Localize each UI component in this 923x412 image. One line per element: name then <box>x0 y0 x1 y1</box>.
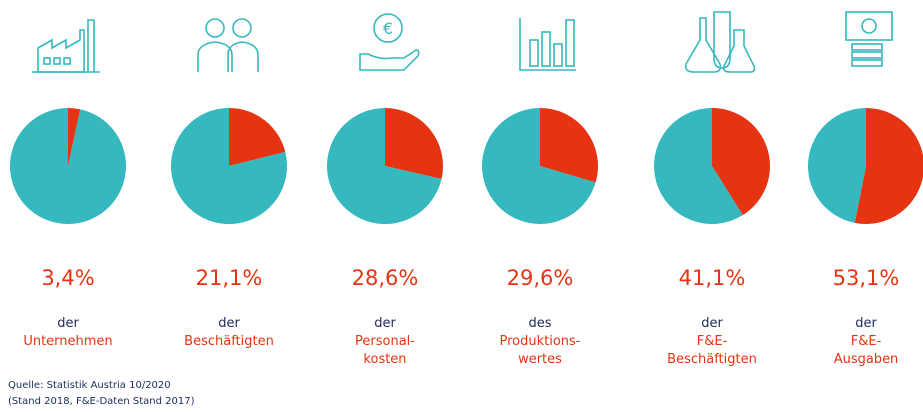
category-label: kosten <box>363 352 406 367</box>
pie-slice <box>540 108 598 183</box>
pie-slice <box>712 108 770 216</box>
category-label: Ausgaben <box>834 352 899 367</box>
subtitle: der <box>57 316 79 331</box>
icon-lab-flasks <box>684 11 756 73</box>
category-label: F&E- <box>697 334 728 349</box>
category-label: Beschäftigten <box>667 352 757 367</box>
subtitle: des <box>528 316 551 331</box>
pie-slice <box>654 108 743 225</box>
pie-slice <box>854 108 923 224</box>
value-label: 29,6% <box>507 266 574 290</box>
value-label: 21,1% <box>196 266 263 290</box>
value-label: 28,6% <box>352 266 419 290</box>
pie-slice <box>326 108 442 225</box>
subtitle: der <box>701 316 723 331</box>
category-label: wertes <box>518 352 562 367</box>
category-label: Beschäftigten <box>184 334 274 349</box>
value-label: 41,1% <box>679 266 746 290</box>
svg-text:€: € <box>383 19 393 38</box>
category-label: Personal- <box>355 334 415 349</box>
pie-slice <box>482 108 596 224</box>
subtitle: der <box>374 316 396 331</box>
icon-factory <box>32 19 100 73</box>
category-label: Produktions- <box>499 334 580 349</box>
source: (Stand 2018, F&E-Daten Stand 2017) <box>8 396 195 407</box>
icon-people <box>197 18 259 72</box>
pie-slice <box>385 108 443 180</box>
source: Quelle: Statistik Austria 10/2020 <box>8 380 171 391</box>
category-label: F&E- <box>851 334 882 349</box>
pie-slice <box>171 108 287 225</box>
pie-slice <box>9 108 126 224</box>
value-label: 53,1% <box>833 266 900 290</box>
pie-slice <box>68 108 81 166</box>
pie-slice <box>229 108 286 166</box>
subtitle: der <box>855 316 877 331</box>
icon-bar-chart <box>519 18 576 71</box>
subtitle: der <box>218 316 240 331</box>
icon-money-hand: € <box>359 13 420 71</box>
pie-slice <box>808 108 866 223</box>
icon-cash-coins <box>845 11 893 67</box>
category-label: Unternehmen <box>23 334 112 349</box>
value-label: 3,4% <box>41 266 94 290</box>
